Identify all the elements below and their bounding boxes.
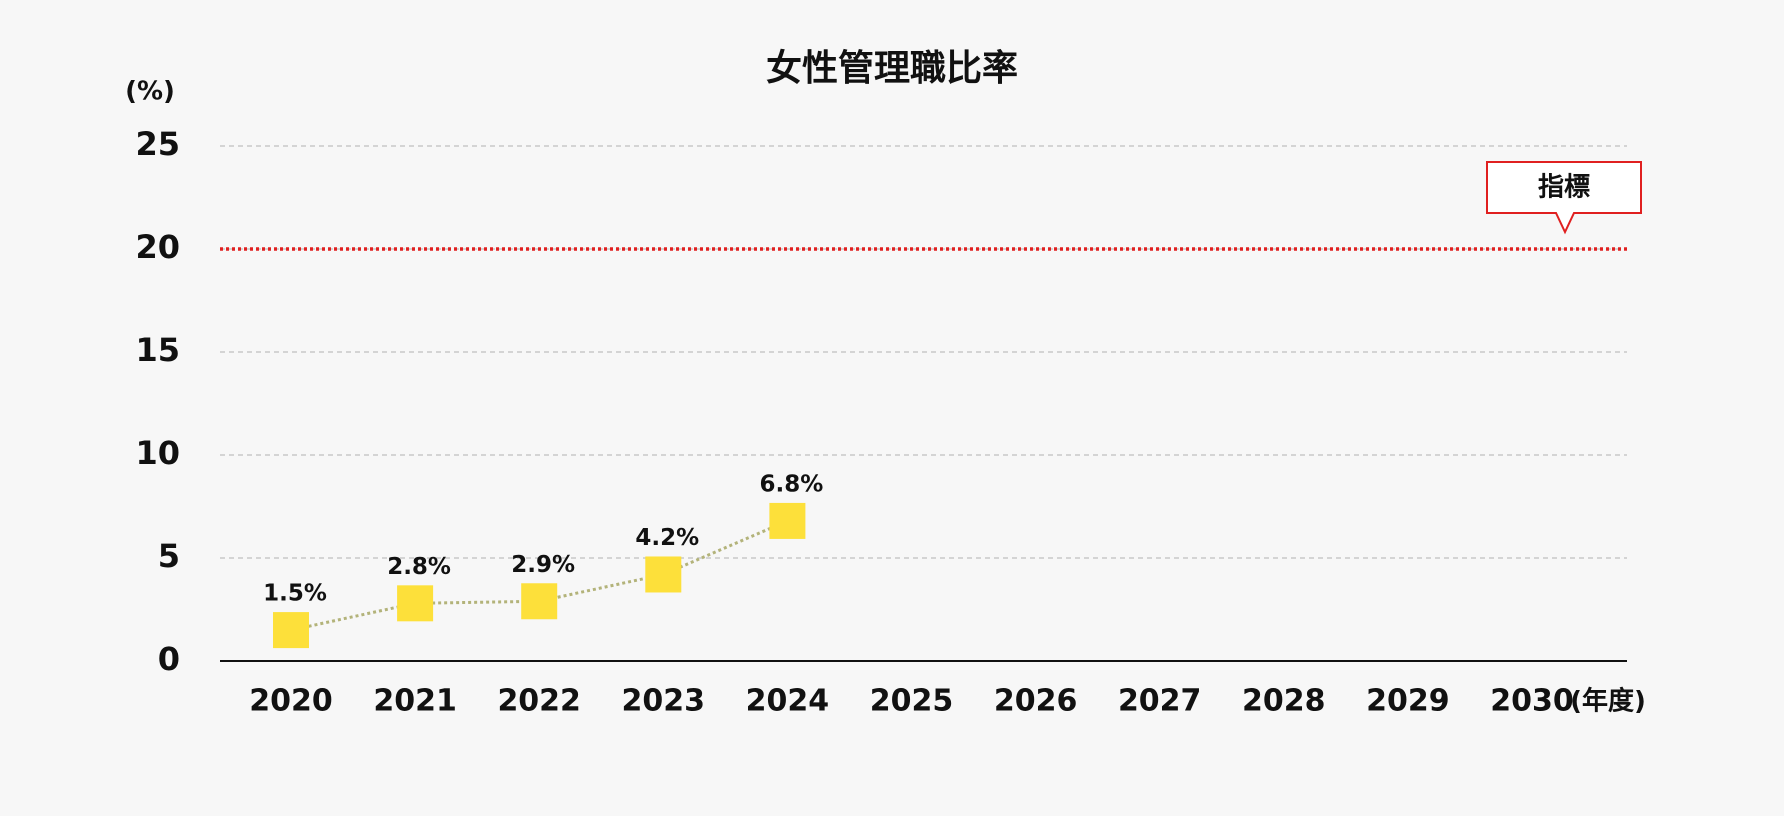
target-callout xyxy=(1486,161,1642,235)
y-tick-label: 5 xyxy=(158,537,180,575)
marker xyxy=(645,556,682,593)
chart-title: 女性管理職比率 xyxy=(766,48,1018,89)
x-tick-label: 2027 xyxy=(1118,684,1202,719)
y-tick-label: 25 xyxy=(135,125,180,163)
marker xyxy=(769,502,806,539)
x-tick-label: 2026 xyxy=(994,684,1078,719)
value-label: 4.2% xyxy=(635,525,699,551)
y-tick-label: 0 xyxy=(158,640,180,678)
value-label: 1.5% xyxy=(263,581,327,607)
marker xyxy=(273,612,309,649)
value-label: 2.8% xyxy=(387,554,451,580)
target-label: 指標 xyxy=(1538,173,1590,203)
x-unit: (年度) xyxy=(1570,686,1646,717)
x-tick-label: 2025 xyxy=(870,684,954,719)
x-tick-label: 2021 xyxy=(373,684,457,719)
x-tick-label: 2022 xyxy=(497,684,581,719)
x-tick-label: 2020 xyxy=(249,684,333,719)
marker xyxy=(397,585,434,622)
y-unit: (%) xyxy=(125,77,175,107)
x-tick-label: 2023 xyxy=(622,684,706,719)
y-tick-label: 15 xyxy=(135,331,180,369)
value-label: 2.9% xyxy=(511,552,575,578)
value-label: 6.8% xyxy=(760,471,824,497)
marker xyxy=(521,583,558,620)
x-tick-label: 2030 xyxy=(1490,684,1574,719)
x-tick-label: 2024 xyxy=(746,684,830,719)
x-tick-label: 2028 xyxy=(1242,684,1326,719)
y-tick-label: 10 xyxy=(135,434,180,472)
series-line xyxy=(290,519,788,632)
x-tick-label: 2029 xyxy=(1366,684,1450,719)
y-tick-label: 20 xyxy=(135,228,180,266)
